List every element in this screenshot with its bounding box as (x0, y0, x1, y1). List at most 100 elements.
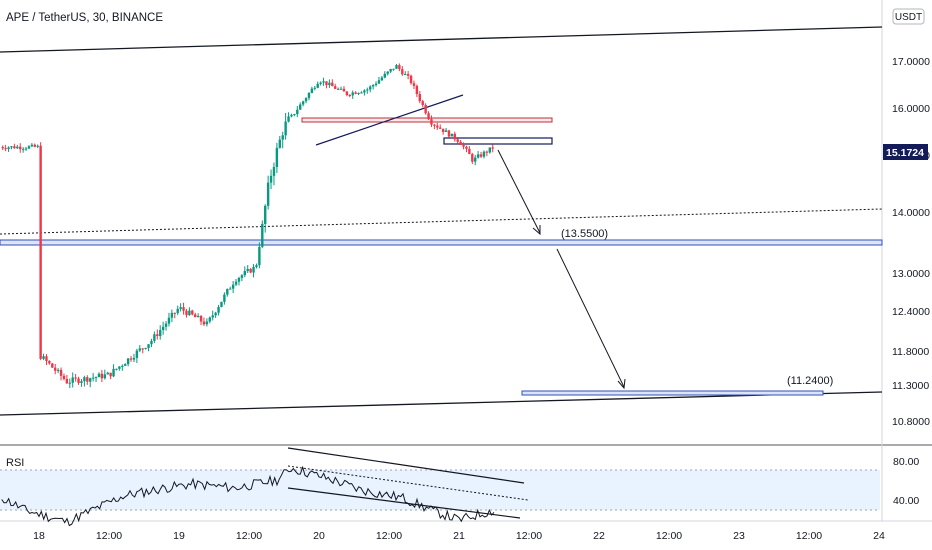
candle-body (249, 268, 252, 273)
breakdown-zone (443, 137, 553, 145)
price-tick-label: 16.0000 (892, 103, 930, 115)
candle-body (462, 145, 465, 147)
rsi-line (1, 465, 495, 527)
candle-body (33, 144, 36, 147)
candle-body (191, 310, 194, 315)
candle-body (132, 357, 136, 360)
candle-body (310, 88, 314, 93)
candle-body (266, 182, 270, 206)
time-tick-label: 18 (33, 530, 45, 542)
candle-body (199, 315, 203, 322)
price-tick-label: 11.3000 (892, 380, 929, 392)
candle-body (13, 146, 16, 149)
candle-body (173, 312, 176, 314)
candle-body (354, 92, 357, 94)
candle-body (51, 363, 54, 368)
candle-body (167, 317, 171, 324)
time-tick-label: 21 (453, 530, 465, 542)
candle-body (412, 83, 416, 86)
candle-body (45, 356, 48, 361)
candle-body (269, 175, 273, 183)
rsi-channel-bottom (287, 487, 521, 519)
candle-body (59, 369, 63, 376)
candle-body (1, 147, 4, 149)
candle-body (427, 113, 430, 120)
candle-body (27, 146, 31, 149)
candle-body (328, 82, 331, 86)
candle-body (258, 246, 261, 266)
candle-body (371, 85, 375, 87)
price-tick-label: 13.0000 (892, 268, 930, 280)
candle-body (261, 223, 264, 247)
candle-body (179, 307, 182, 309)
candle-body (71, 377, 74, 383)
candle-body (301, 101, 305, 105)
candle-body (240, 275, 244, 278)
time-axis[interactable]: 18 12:00 19 12:00 20 12:00 21 12:00 22 12:00 23 12:… (33, 530, 885, 542)
price-tick-label: 17.0000 (892, 56, 930, 68)
candle-body (42, 356, 45, 359)
candle-body (231, 284, 235, 289)
time-tick-label: 12:00 (656, 530, 682, 542)
candle-body (194, 314, 197, 318)
candle-body (138, 348, 141, 351)
candle-body (348, 95, 351, 97)
candle-body (401, 69, 404, 75)
candle-body (441, 128, 445, 132)
candle-body (331, 82, 334, 87)
candle-body (83, 377, 86, 382)
candle-body (124, 364, 127, 366)
candle-body (185, 310, 188, 316)
candle-body (141, 348, 144, 350)
channel-bottom-line (0, 391, 883, 416)
candle-body (389, 68, 392, 72)
candle-body (406, 74, 410, 76)
candle-body (129, 358, 133, 360)
candle-body (103, 374, 106, 379)
projection-arrow-2 (556, 248, 626, 390)
projection-arrow-1 (497, 149, 541, 236)
price-axis[interactable]: 17.000016.000015.000014.000013.000012.40… (892, 56, 930, 428)
candle-body (16, 146, 19, 149)
candle-body (229, 288, 232, 290)
consolidation-trendline (315, 94, 464, 146)
candle-body (482, 151, 486, 157)
candle-body (357, 92, 360, 94)
candle-body (170, 312, 174, 318)
last-price-badge: 15.1724 (883, 144, 928, 160)
candle-body (121, 365, 124, 367)
time-tick-label: 12:00 (376, 530, 402, 542)
candle-body (159, 330, 162, 337)
candle-body (380, 77, 384, 81)
candle-body (439, 127, 442, 129)
candle-body (217, 306, 220, 313)
candle-body (68, 382, 71, 384)
price-tick-label: 12.4000 (892, 306, 930, 318)
candle-body (479, 154, 483, 157)
candle-body (444, 130, 448, 132)
time-tick-label: 20 (313, 530, 325, 542)
time-tick-label: 24 (873, 530, 885, 542)
rsi-channel-mid (287, 465, 529, 501)
candle-body (272, 167, 276, 176)
candle-body (351, 92, 354, 96)
candle-body (86, 377, 89, 382)
currency-label: USDT (895, 12, 922, 23)
target-1-label: (13.5500) (561, 228, 608, 240)
candle-body (54, 367, 57, 371)
candle-body (453, 133, 456, 140)
candle-body (325, 81, 328, 86)
candle-body (284, 121, 287, 136)
candle-body (220, 301, 223, 307)
currency-badge[interactable]: USDT (892, 8, 925, 25)
candle-body (447, 130, 451, 137)
channel-top-line (0, 26, 883, 53)
candle-body (366, 89, 369, 91)
candle-body (188, 310, 191, 316)
candle-body (290, 114, 293, 117)
candle-body (94, 377, 98, 379)
support-zone (0, 239, 883, 246)
candle-body (150, 340, 153, 345)
time-tick-label: 12:00 (516, 530, 542, 542)
